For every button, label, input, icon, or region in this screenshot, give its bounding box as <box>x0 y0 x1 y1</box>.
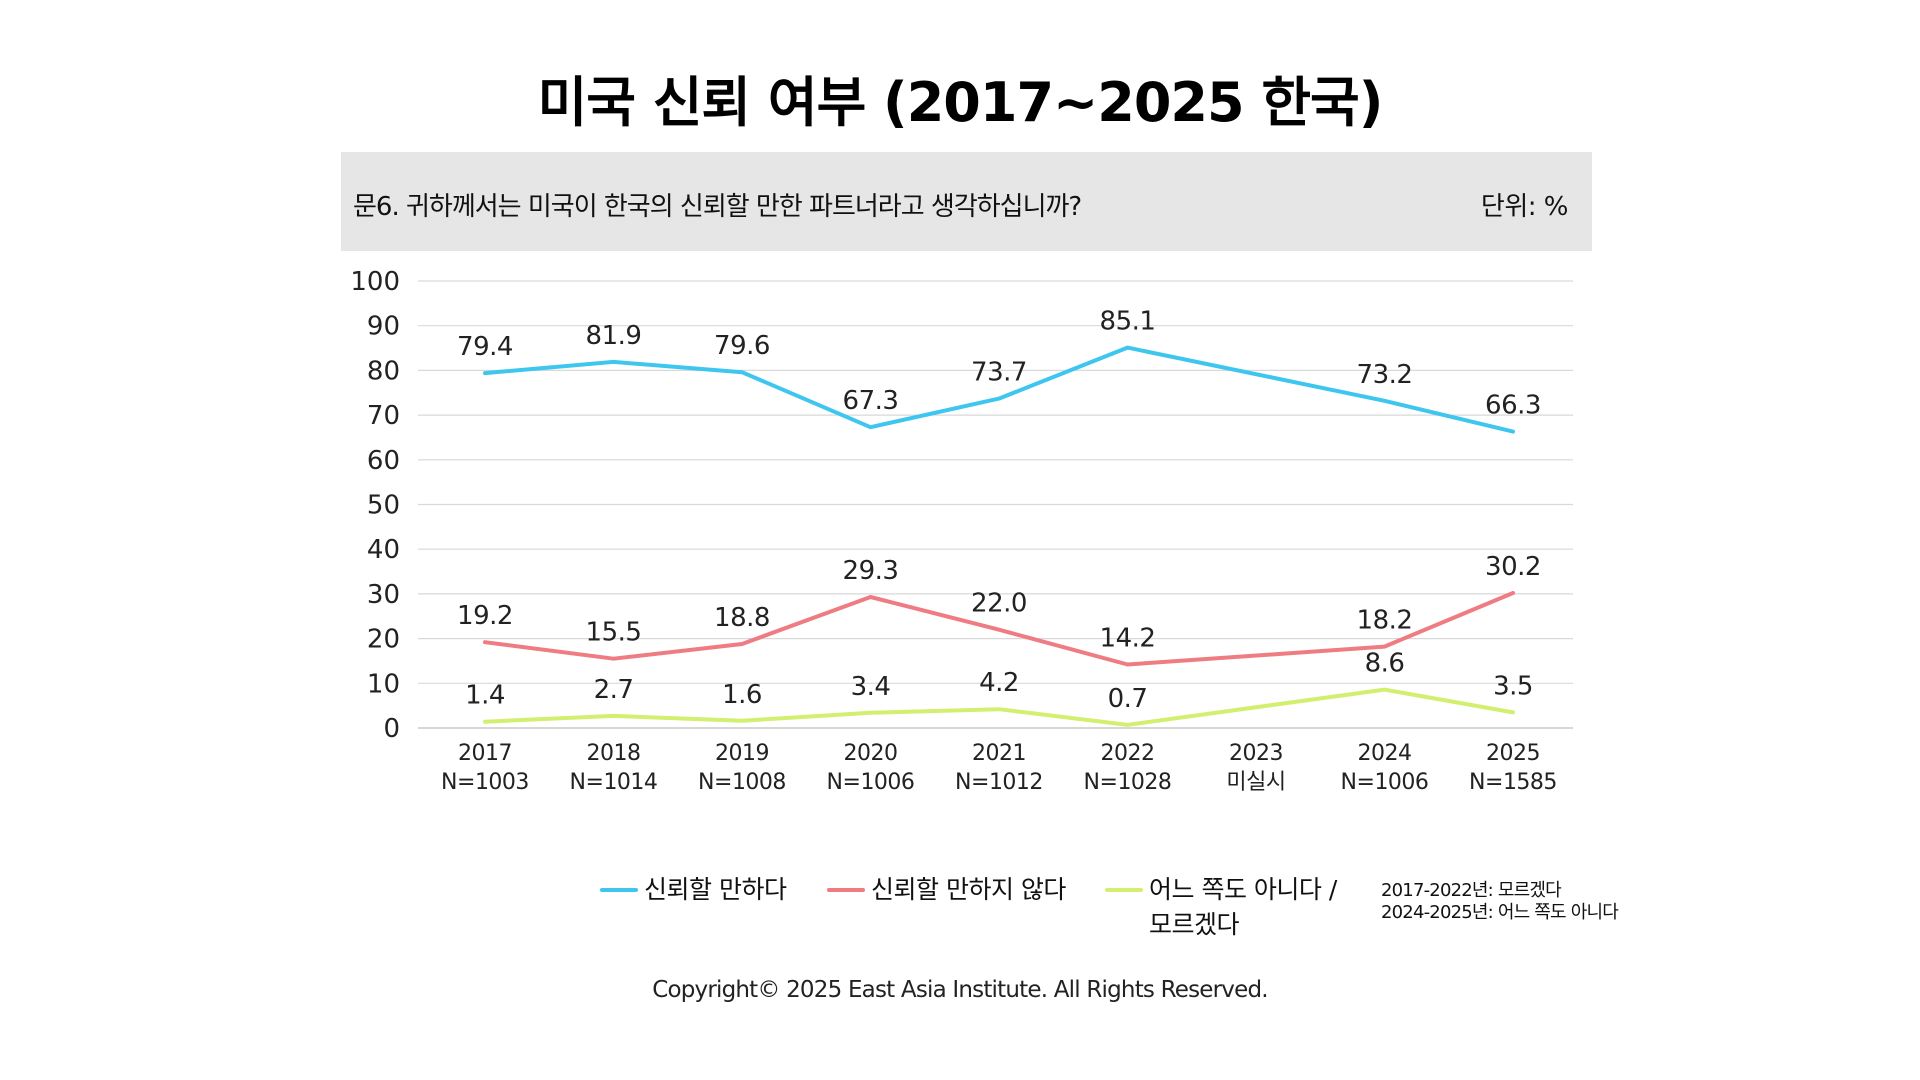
data-label: 29.3 <box>843 556 899 586</box>
legend-swatch-neither <box>1105 888 1143 892</box>
x-tick-sample-size: N=1003 <box>441 770 529 795</box>
x-tick-year: 2022 <box>1101 741 1155 766</box>
x-tick-sample-size: N=1014 <box>570 770 658 795</box>
y-tick-label: 20 <box>367 625 400 655</box>
data-label: 18.2 <box>1357 606 1413 636</box>
x-tick-year: 2017 <box>458 741 512 766</box>
data-label: 85.1 <box>1100 307 1156 337</box>
x-tick-year: 2020 <box>844 741 898 766</box>
y-tick-label: 60 <box>367 446 400 476</box>
question-bar: 문6. 귀하께서는 미국이 한국의 신뢰할 만한 파트너라고 생각하십니까? 단… <box>341 152 1592 251</box>
x-tick-sample-size: N=1012 <box>955 770 1043 795</box>
legend-note-line-1: 2017-2022년: 모르겠다 <box>1381 880 1562 901</box>
data-label: 14.2 <box>1100 624 1156 654</box>
x-tick-year: 2018 <box>587 741 641 766</box>
x-tick-sample-size: 미실시 <box>1226 770 1285 795</box>
data-label: 22.0 <box>971 589 1027 619</box>
data-label: 73.7 <box>971 358 1027 388</box>
series-line-0 <box>483 345 1515 434</box>
data-label: 30.2 <box>1485 552 1541 582</box>
x-tick-year: 2021 <box>972 741 1026 766</box>
y-tick-label: 80 <box>367 356 400 386</box>
chart-title: 미국 신뢰 여부 (2017~2025 한국) <box>537 71 1384 134</box>
data-label: 19.2 <box>457 601 513 631</box>
unit-label: 단위: % <box>1480 192 1569 222</box>
data-label: 67.3 <box>843 386 899 416</box>
data-label: 8.6 <box>1365 649 1405 679</box>
x-tick-sample-size: N=1006 <box>827 770 915 795</box>
x-tick-sample-size: N=1028 <box>1084 770 1172 795</box>
data-label: 79.4 <box>457 332 513 362</box>
legend-note-line-2: 2024-2025년: 어느 쪽도 아니다 <box>1381 902 1619 923</box>
copyright-footer: Copyright© 2025 East Asia Institute. All… <box>652 977 1268 1003</box>
y-tick-label: 30 <box>367 580 400 610</box>
data-label: 81.9 <box>586 321 642 351</box>
y-tick-label: 90 <box>367 312 400 342</box>
x-tick-year: 2019 <box>715 741 769 766</box>
data-label: 66.3 <box>1485 391 1541 421</box>
legend-label-neither: 어느 쪽도 아니다 / 모르겠다 <box>1149 875 1337 939</box>
legend-label-trust: 신뢰할 만하다 <box>644 875 787 904</box>
series-line-1 <box>483 591 1515 667</box>
data-label: 3.5 <box>1493 671 1533 701</box>
data-label: 15.5 <box>586 618 642 648</box>
data-label: 2.7 <box>594 675 634 705</box>
legend-swatch-trust <box>600 888 638 892</box>
x-tick-sample-size: N=1006 <box>1341 770 1429 795</box>
legend-label-distrust: 신뢰할 만하지 않다 <box>871 875 1066 904</box>
series-line-2 <box>483 687 1515 727</box>
y-tick-label: 40 <box>367 535 400 565</box>
data-label: 79.6 <box>714 331 770 361</box>
y-tick-label: 70 <box>367 401 400 431</box>
data-label: 18.8 <box>714 603 770 633</box>
data-label: 3.4 <box>851 672 891 702</box>
data-label: 0.7 <box>1108 684 1148 714</box>
x-tick-year: 2023 <box>1229 741 1283 766</box>
y-tick-label: 10 <box>367 669 400 699</box>
legend-note: 2017-2022년: 모르겠다 2024-2025년: 어느 쪽도 아니다 <box>1381 880 1619 924</box>
x-tick-year: 2025 <box>1486 741 1540 766</box>
y-tick-label: 50 <box>367 491 400 521</box>
data-label: 1.6 <box>722 680 762 710</box>
y-tick-label: 100 <box>350 267 400 297</box>
y-tick-label: 0 <box>383 714 400 744</box>
x-tick-sample-size: N=1008 <box>698 770 786 795</box>
x-tick-year: 2024 <box>1358 741 1412 766</box>
data-label: 1.4 <box>465 681 505 711</box>
question-text: 문6. 귀하께서는 미국이 한국의 신뢰할 만한 파트너라고 생각하십니까? <box>353 192 1082 222</box>
data-label: 73.2 <box>1357 360 1413 390</box>
line-chart: 0 10 20 30 40 50 60 70 80 90 100 2017 N=1003 2018 N=10… <box>350 267 1573 795</box>
legend-swatch-distrust <box>827 888 865 892</box>
legend: 신뢰할 만하다 신뢰할 만하지 않다 어느 쪽도 아니다 / 모르겠다 <box>600 872 1700 942</box>
data-label: 4.2 <box>979 668 1019 698</box>
x-tick-sample-size: N=1585 <box>1469 770 1557 795</box>
